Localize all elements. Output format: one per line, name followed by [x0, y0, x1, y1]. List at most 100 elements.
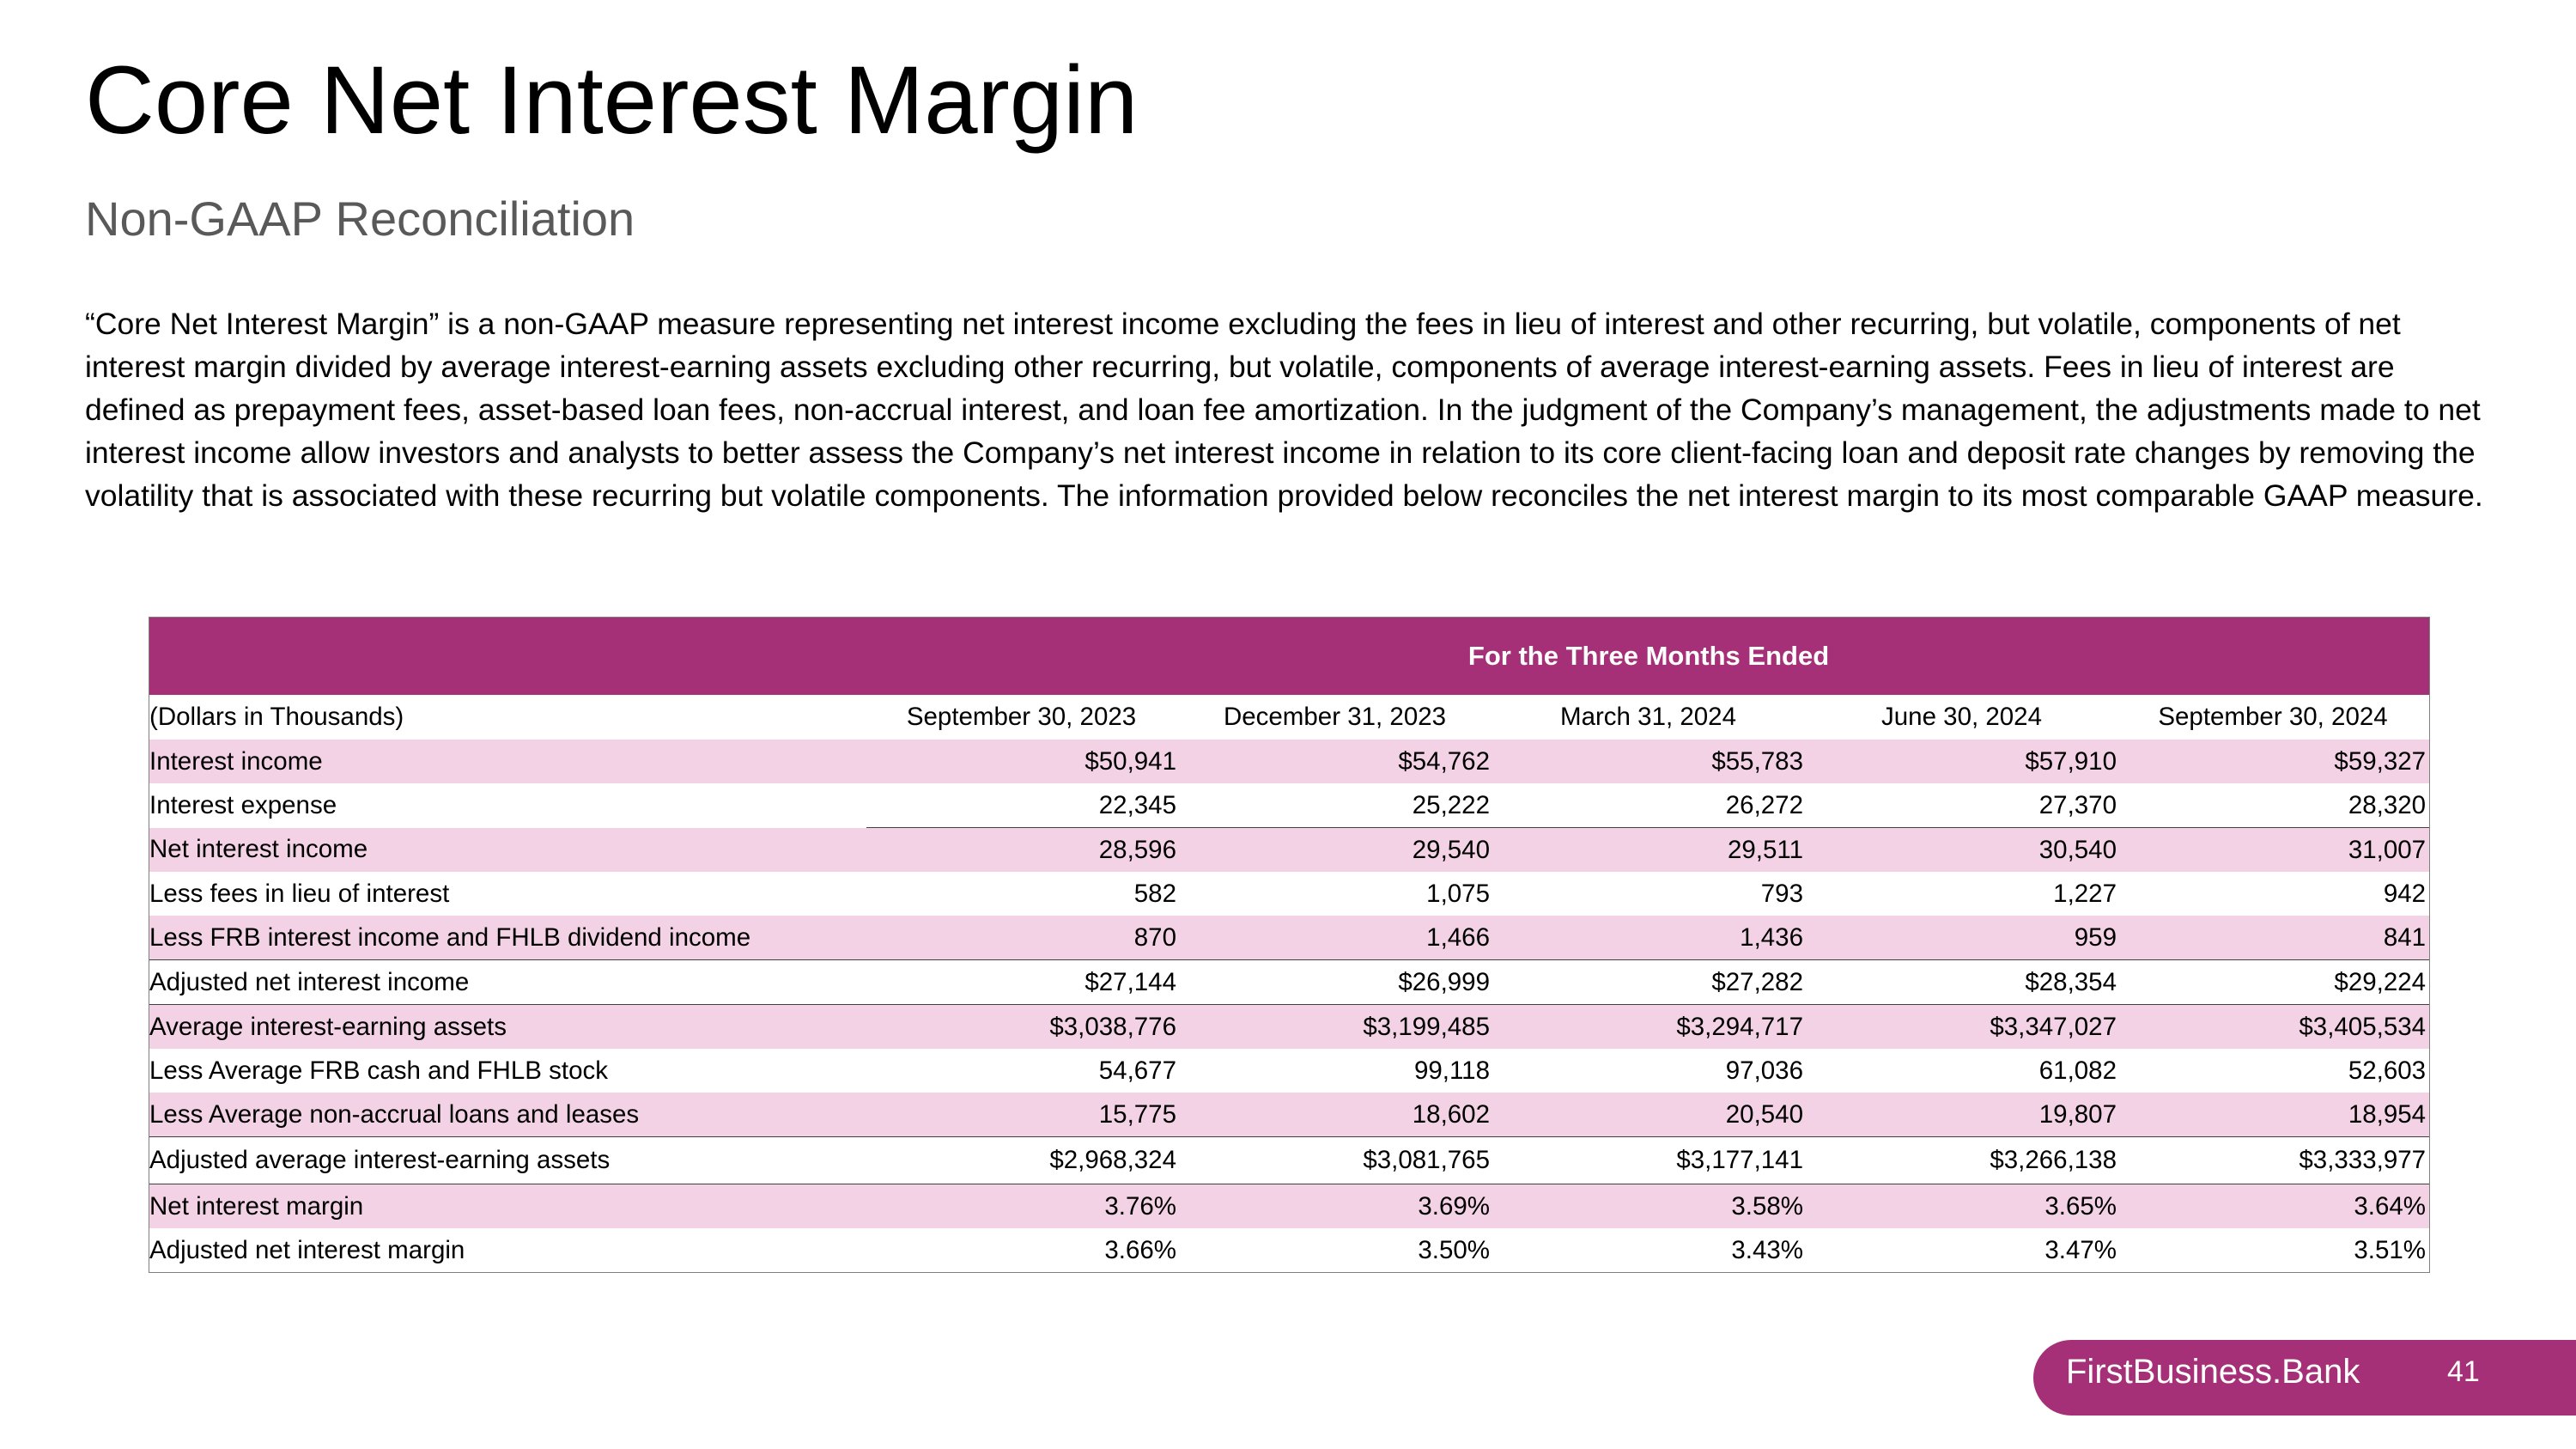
- table-row: Average interest-earning assets $3,038,7…: [149, 1004, 2430, 1049]
- table-cell: 54,677: [1098, 1056, 1176, 1085]
- table-cell: 582: [1133, 879, 1176, 908]
- group-header-label: For the Three Months Ended: [1467, 641, 1830, 671]
- row-label: Net interest income: [149, 827, 866, 872]
- table-cell: $26,999: [1180, 959, 1493, 1005]
- table-row: Adjusted average interest-earning assets…: [149, 1136, 2430, 1184]
- table-cell: 3.50%: [1418, 1235, 1490, 1264]
- table-row: Interest income $50,941 $54,762 $55,783 …: [149, 740, 2430, 783]
- table-cell: 3.76%: [866, 1184, 1180, 1228]
- row-label: Adjusted net interest margin: [149, 1235, 465, 1264]
- table-cell: 28,320: [2120, 783, 2430, 828]
- table-cell: 3.69%: [1180, 1184, 1493, 1228]
- table-cell: 99,118: [1413, 1056, 1490, 1085]
- table-cell: $3,266,138: [1807, 1136, 2120, 1184]
- row-label: Net interest margin: [149, 1184, 866, 1228]
- table-cell: 18,954: [2120, 1093, 2430, 1137]
- table-cell: 19,807: [1807, 1093, 2120, 1137]
- table-cell: 3.43%: [1731, 1235, 1803, 1264]
- table-cell: 1,075: [1426, 879, 1490, 908]
- table-cell: $3,333,977: [2120, 1136, 2430, 1184]
- table-cell: 29,540: [1180, 827, 1493, 872]
- table-cell: $28,354: [1807, 959, 2120, 1005]
- table-cell: $54,762: [1180, 740, 1493, 783]
- table-cell: 30,540: [1807, 827, 2120, 872]
- description-paragraph: “Core Net Interest Margin” is a non-GAAP…: [85, 307, 2483, 513]
- group-header-row: For the Three Months Ended: [149, 618, 2430, 695]
- table-cell: 29,511: [1493, 827, 1807, 872]
- table-row: Interest expense 22,345 25,222 26,272 27…: [149, 783, 2430, 828]
- table-row: Net interest income 28,596 29,540 29,511…: [149, 827, 2430, 872]
- table-cell: $29,224: [2120, 959, 2430, 1005]
- table-cell: $50,941: [866, 740, 1180, 783]
- table-row: Less fees in lieu of interest 582 1,075 …: [149, 872, 2429, 916]
- table-row: Adjusted net interest income $27,144 $26…: [149, 959, 2430, 1005]
- table-cell: 3.51%: [2354, 1235, 2427, 1264]
- column-header: September 30, 2023: [906, 703, 1137, 731]
- table-cell: 3.58%: [1493, 1184, 1807, 1228]
- table-row: Adjusted net interest margin 3.66% 3.50%…: [149, 1228, 2429, 1272]
- table-cell: 942: [2383, 879, 2427, 908]
- table-cell: $59,327: [2120, 740, 2430, 783]
- table-cell: $3,038,776: [866, 1004, 1180, 1049]
- table-cell: $55,783: [1493, 740, 1807, 783]
- table-cell: 1,436: [1493, 916, 1807, 960]
- table-cell: 22,345: [866, 783, 1180, 828]
- footer-badge: [2033, 1340, 2576, 1416]
- table-cell: $3,405,534: [2120, 1004, 2430, 1049]
- table-cell: 97,036: [1725, 1056, 1803, 1085]
- table-row: Less Average FRB cash and FHLB stock 54,…: [149, 1049, 2429, 1093]
- column-header-row: (Dollars in Thousands) September 30, 202…: [149, 695, 2429, 740]
- table-cell: 841: [2120, 916, 2430, 960]
- table-cell: 1,227: [2053, 879, 2117, 908]
- row-label: Interest expense: [149, 790, 337, 819]
- table-row: Net interest margin 3.76% 3.69% 3.58% 3.…: [149, 1184, 2430, 1228]
- table-cell: 20,540: [1493, 1093, 1807, 1137]
- table-cell: $3,081,765: [1180, 1136, 1493, 1184]
- column-header: December 31, 2023: [1223, 703, 1447, 731]
- row-label: Average interest-earning assets: [149, 1004, 866, 1049]
- row-label: Less FRB interest income and FHLB divide…: [149, 916, 866, 960]
- table-cell: 3.64%: [2120, 1184, 2430, 1228]
- reconciliation-table: For the Three Months Ended (Dollars in T…: [149, 617, 2430, 1273]
- table-cell: 27,370: [1807, 783, 2120, 828]
- table-row: Less FRB interest income and FHLB divide…: [149, 916, 2430, 960]
- table-cell: 1,466: [1180, 916, 1493, 960]
- table-cell: $57,910: [1807, 740, 2120, 783]
- table-row: Less Average non-accrual loans and lease…: [149, 1093, 2430, 1137]
- table-cell: $3,199,485: [1180, 1004, 1493, 1049]
- page-title: Core Net Interest Margin: [85, 46, 1139, 154]
- row-label: Adjusted net interest income: [149, 959, 866, 1005]
- table-cell: $27,282: [1493, 959, 1807, 1005]
- row-label: Interest income: [149, 740, 866, 783]
- page-number: 41: [2447, 1355, 2480, 1388]
- table-cell: $3,347,027: [1807, 1004, 2120, 1049]
- table-cell: 31,007: [2120, 827, 2430, 872]
- table-cell: 25,222: [1180, 783, 1493, 828]
- table-cell: 3.66%: [1104, 1235, 1176, 1264]
- column-header: (Dollars in Thousands): [149, 703, 404, 731]
- table-cell: $3,177,141: [1493, 1136, 1807, 1184]
- table-cell: 52,603: [2348, 1056, 2427, 1085]
- row-label: Less Average FRB cash and FHLB stock: [149, 1056, 608, 1085]
- group-header: For the Three Months Ended: [149, 618, 2430, 695]
- row-label: Less Average non-accrual loans and lease…: [149, 1093, 866, 1137]
- column-header: March 31, 2024: [1560, 703, 1736, 731]
- page-subtitle: Non-GAAP Reconciliation: [85, 192, 635, 246]
- table-cell: $2,968,324: [866, 1136, 1180, 1184]
- table-cell: $3,294,717: [1493, 1004, 1807, 1049]
- row-label: Adjusted average interest-earning assets: [149, 1136, 866, 1184]
- table-cell: 3.65%: [1807, 1184, 2120, 1228]
- table-cell: 870: [866, 916, 1180, 960]
- table-cell: 3.47%: [2044, 1235, 2117, 1264]
- reconciliation-table-grid: For the Three Months Ended (Dollars in T…: [149, 618, 2430, 1272]
- column-header: June 30, 2024: [1881, 703, 2042, 731]
- table-cell: 61,082: [2038, 1056, 2117, 1085]
- table-cell: 28,596: [866, 827, 1180, 872]
- table-cell: 959: [1807, 916, 2120, 960]
- row-label: Less fees in lieu of interest: [149, 879, 450, 908]
- table-cell: 18,602: [1180, 1093, 1493, 1137]
- table-cell: 15,775: [866, 1093, 1180, 1137]
- table-cell: $27,144: [866, 959, 1180, 1005]
- table-cell: 793: [1760, 879, 1803, 908]
- table-cell: 26,272: [1493, 783, 1807, 828]
